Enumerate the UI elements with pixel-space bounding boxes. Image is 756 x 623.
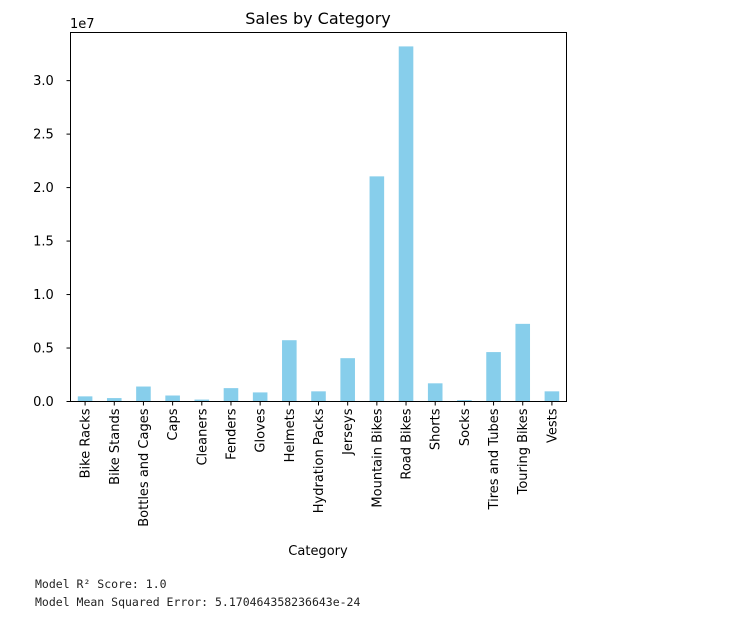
x-tick-label: Cleaners [195, 408, 210, 465]
bar-hydration-packs [311, 391, 326, 402]
bar-touring-bikes [515, 323, 531, 402]
x-tick-label: Bottles and Cages [137, 408, 152, 526]
bar-gloves [252, 392, 268, 402]
x-tick-label: Vests [545, 408, 560, 443]
x-axis: Bike Racks Bike Stands Bottles and Cages Ca… [79, 401, 560, 527]
mse-text: Model Mean Squared Error: 5.170464358236… [35, 595, 361, 609]
bar-mountain-bikes [369, 176, 385, 402]
y-tick-label: 0.5 [33, 342, 54, 357]
x-tick-label: Caps [166, 408, 181, 440]
bars-group [77, 46, 560, 402]
y-tick-label: 3.0 [33, 74, 54, 89]
x-tick-label: Jerseys [341, 408, 356, 456]
bar-helmets [282, 340, 297, 402]
bar-cleaners [194, 399, 210, 402]
x-axis-label: Category [288, 544, 348, 559]
x-tick-label: Hydration Packs [312, 408, 327, 513]
x-tick-label: Gloves [254, 408, 269, 452]
bar-bottles-and-cages [136, 386, 151, 402]
chart-title: Sales by Category [245, 9, 390, 28]
y-tick-label: 2.0 [33, 181, 54, 196]
plot-frame [70, 32, 567, 402]
y-offset-label: 1e7 [70, 17, 95, 32]
x-tick-label: Socks [458, 408, 473, 446]
bar-bike-racks [77, 396, 93, 402]
bar-fenders [223, 388, 239, 402]
r2-score-text: Model R² Score: 1.0 [35, 577, 167, 591]
bar-chart: Sales by Category 1e7 0.0 0.5 1.0 1.5 2.0 2.5… [33, 9, 567, 559]
bar-socks [457, 400, 472, 402]
x-tick-label: Tires and Tubes [487, 408, 502, 510]
x-tick-label: Fenders [224, 408, 239, 460]
x-tick-label: Bike Racks [79, 408, 94, 478]
y-tick-label: 1.0 [33, 288, 54, 303]
x-tick-label: Road Bikes [400, 408, 415, 479]
x-tick-label: Shorts [429, 408, 444, 450]
bar-jerseys [340, 358, 355, 402]
x-tick-label: Bike Stands [108, 408, 123, 485]
bar-caps [165, 395, 180, 402]
x-tick-label: Helmets [283, 408, 298, 462]
x-tick-label: Mountain Bikes [370, 408, 385, 507]
bar-shorts [427, 383, 443, 402]
bar-road-bikes [398, 46, 414, 402]
y-tick-label: 0.0 [33, 395, 54, 410]
bar-tires-and-tubes [486, 352, 501, 402]
bar-bike-stands [106, 398, 122, 402]
y-tick-label: 1.5 [33, 235, 54, 250]
bar-vests [544, 391, 560, 402]
y-tick-label: 2.5 [33, 128, 54, 143]
x-tick-label: Touring Bikes [516, 408, 531, 495]
y-axis: 0.0 0.5 1.0 1.5 2.0 2.5 3.0 [33, 74, 71, 410]
